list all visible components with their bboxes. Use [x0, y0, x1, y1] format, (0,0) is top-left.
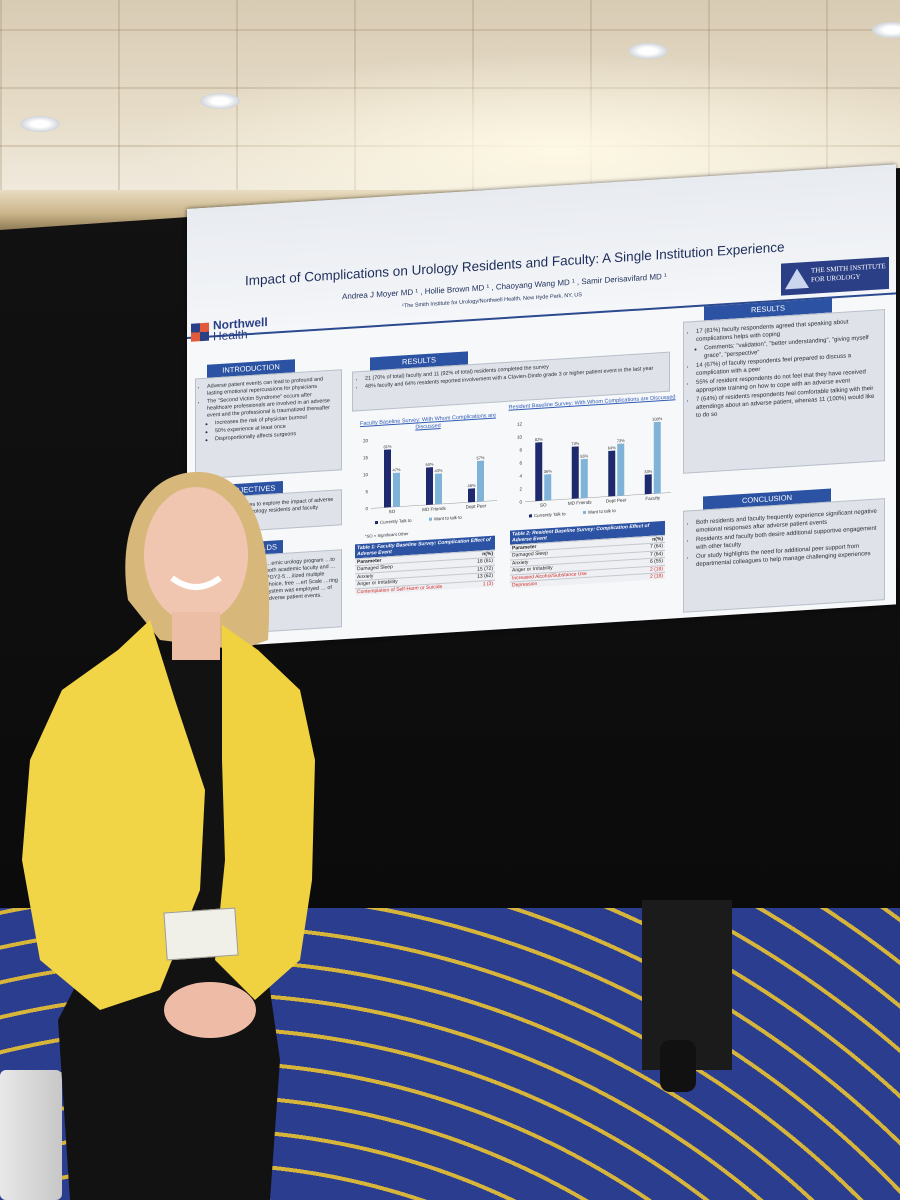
methods-text: …emic urology program …to both academic …: [266, 556, 338, 603]
bar: [384, 449, 391, 508]
smith-logo-mark-icon: [785, 267, 809, 290]
data-label: 36%: [544, 469, 552, 475]
data-label: 48%: [467, 483, 475, 489]
y-tick-label: 2: [519, 486, 522, 491]
category-label: SO: [389, 509, 396, 514]
legend-swatch: [429, 517, 432, 521]
smith-institute-logo: THE SMITH INSTITUTE FOR UROLOGY: [781, 256, 889, 296]
legend-swatch: [529, 514, 532, 518]
bar: [435, 473, 442, 505]
results-right-box: 17 (81%) faculty respondents agreed that…: [683, 309, 885, 474]
y-tick-label: 15: [363, 455, 368, 460]
x-axis-line: [371, 500, 497, 509]
data-label: 50%: [425, 462, 433, 468]
y-tick-label: 10: [363, 472, 368, 477]
ceiling: [0, 0, 900, 205]
research-poster: Impact of Complications on Urology Resid…: [187, 164, 896, 649]
legend-swatch: [375, 520, 378, 525]
y-tick-label: 12: [517, 421, 522, 426]
data-label: 64%: [608, 445, 616, 451]
bar: [393, 472, 400, 508]
legend-label: Currently Talk to: [534, 511, 566, 518]
bar: [535, 442, 543, 502]
bar: [468, 488, 475, 503]
y-tick-label: 0: [365, 506, 368, 511]
introduction-list: Adverse patient events can lead to profo…: [199, 376, 337, 445]
y-tick-label: 20: [363, 438, 368, 443]
ceiling-light: [628, 43, 668, 59]
bar: [426, 467, 433, 505]
category-label: MD Friends: [422, 506, 446, 513]
ceiling-light: [200, 93, 240, 109]
data-label: 73%: [571, 441, 579, 447]
faculty-effect-table: Table 1: Faculty Baseline Survey: Compli…: [355, 535, 495, 596]
data-label: 82%: [535, 437, 543, 443]
northwell-mark-icon: [191, 322, 209, 342]
bar: [544, 474, 552, 501]
introduction-box: Adverse patient events can lead to profo…: [195, 369, 342, 480]
bar: [617, 443, 625, 496]
bar: [571, 446, 579, 499]
white-bag: [0, 1070, 62, 1200]
category-label: Faculty: [645, 495, 660, 501]
bar: [653, 421, 661, 494]
legend-label: Want to talk to: [588, 508, 616, 515]
data-label: 47%: [392, 467, 400, 473]
conclusion-box: Both residents and faculty frequently ex…: [683, 498, 885, 613]
bar: [580, 458, 588, 499]
bar: [477, 460, 484, 502]
results-right-list: 17 (81%) faculty respondents agreed that…: [688, 316, 880, 420]
data-label: 55%: [580, 453, 588, 459]
data-label: 81%: [383, 444, 391, 450]
faculty-bar-chart: 20 15 10 5 0 81% 47% SO 50%43% MD Friends 48% 57% De…: [363, 438, 497, 525]
chart-footnote: *SO = Significant Other: [365, 531, 409, 539]
bar: [608, 450, 616, 497]
y-tick-label: 0: [519, 499, 522, 504]
y-tick-label: 4: [519, 473, 522, 478]
data-label: 73%: [617, 438, 625, 444]
legend-label: Currently Talk to: [380, 518, 412, 525]
data-label: 33%: [644, 469, 652, 475]
carpet: [0, 860, 900, 1200]
category-label: MD Friends: [568, 500, 592, 507]
y-tick-label: 6: [519, 460, 522, 465]
name-badge: [163, 907, 239, 961]
data-label: 43%: [434, 468, 442, 474]
objectives-text: …es to explore the impact of adverse …ur…: [244, 496, 334, 516]
northwell-logo: Northwell Health: [191, 315, 271, 352]
resident-chart: Resident Baseline Survey: With Whom Comp…: [507, 394, 677, 518]
y-tick-label: 5: [365, 489, 368, 494]
methods-box: …emic urology program …to both academic …: [195, 549, 342, 637]
data-label: 57%: [476, 455, 484, 461]
legend-swatch: [583, 510, 586, 515]
legend-label: Want to talk to: [434, 515, 462, 522]
data-label: 100%: [652, 416, 663, 422]
conclusion-list: Both residents and faculty frequently ex…: [688, 507, 880, 569]
y-tick-label: 8: [519, 447, 522, 452]
northwell-logo-line2: Health: [213, 327, 248, 344]
objectives-box: …es to explore the impact of adverse …ur…: [195, 489, 342, 535]
category-label: SO: [540, 502, 547, 507]
ceiling-light: [872, 22, 900, 38]
category-label: Dept Peer: [466, 503, 487, 509]
bar: [644, 474, 652, 495]
faculty-chart: Faculty Baseline Survey: With Whom Compl…: [353, 412, 503, 531]
resident-effect-table: Table 2: Resident Baseline Survey: Compl…: [510, 520, 665, 590]
background-person-shoe: [660, 1040, 696, 1092]
ceiling-light: [20, 116, 60, 132]
y-tick-label: 10: [517, 434, 522, 439]
category-label: Dept Peer: [606, 497, 627, 503]
